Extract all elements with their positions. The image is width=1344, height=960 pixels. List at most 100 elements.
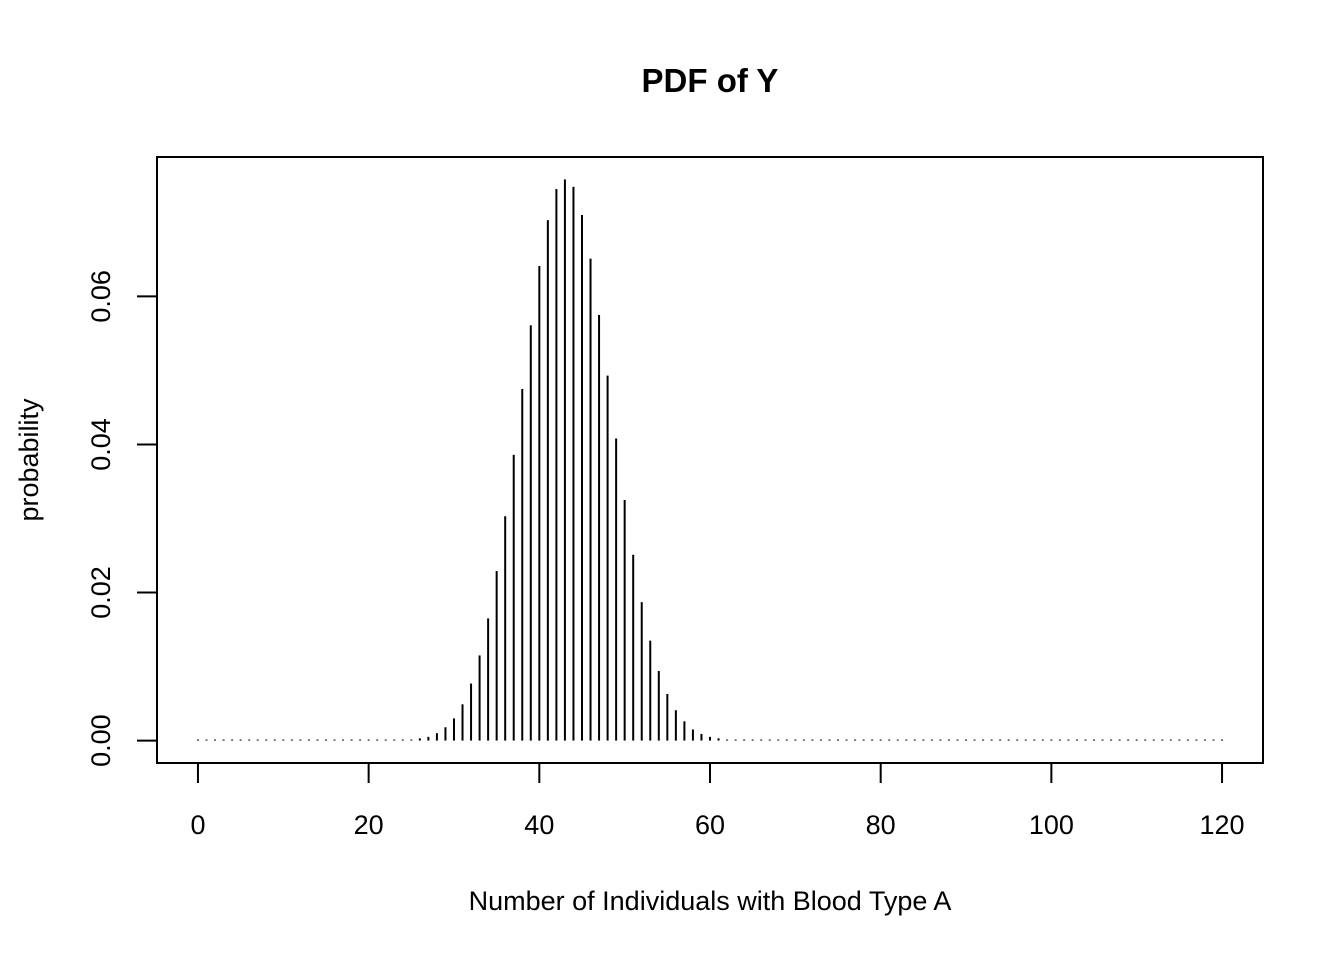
y-tick-label: 0.02 [86, 566, 116, 619]
stem [700, 733, 703, 741]
y-axis-label: probability [14, 398, 44, 522]
stem [1110, 739, 1113, 741]
stem [819, 739, 822, 741]
stem [367, 739, 370, 741]
stem [418, 738, 421, 741]
stem [905, 739, 908, 741]
stem [273, 739, 276, 741]
stem [999, 739, 1002, 741]
stem [290, 739, 293, 741]
x-tick-label: 60 [695, 810, 725, 840]
stem [495, 571, 498, 741]
stem [1024, 739, 1027, 741]
stem [461, 704, 464, 741]
stem [802, 739, 805, 741]
stem [1178, 739, 1181, 741]
stem [785, 739, 788, 741]
stem [555, 189, 558, 741]
stem [1007, 739, 1010, 741]
stem [623, 499, 626, 741]
stem [470, 683, 473, 741]
stem [1058, 739, 1061, 741]
plot-frame [156, 156, 1264, 764]
stem [265, 739, 268, 741]
stem [751, 739, 754, 741]
stem [239, 739, 242, 741]
stem [401, 739, 404, 741]
stem [913, 739, 916, 741]
stem [632, 554, 635, 741]
stem [657, 670, 660, 741]
stem [973, 739, 976, 741]
stem [598, 314, 601, 741]
stem [487, 618, 490, 741]
stem [845, 739, 848, 741]
stem [504, 516, 507, 741]
stem [1067, 739, 1070, 741]
stem [205, 739, 208, 741]
stem [1101, 739, 1104, 741]
x-tick-label: 0 [190, 810, 205, 840]
stem [888, 739, 891, 741]
stem [965, 739, 968, 741]
stem [478, 655, 481, 741]
stem [1161, 739, 1164, 741]
stem [1221, 739, 1224, 741]
stem [1033, 739, 1036, 741]
chart-title: PDF of Y [642, 62, 779, 99]
stem [640, 602, 643, 741]
stem [896, 739, 899, 741]
stem [1041, 739, 1044, 741]
stem [410, 739, 413, 741]
stem [683, 721, 686, 741]
stem [1093, 739, 1096, 741]
stem [350, 739, 353, 741]
stem [726, 739, 729, 741]
stem [922, 739, 925, 741]
stem [299, 739, 302, 741]
stem [538, 266, 541, 741]
stem [854, 739, 857, 741]
stem [376, 739, 379, 741]
stem [384, 739, 387, 741]
x-tick-label: 100 [1029, 810, 1074, 840]
stem [1186, 739, 1189, 741]
stem [1203, 739, 1206, 741]
stem [666, 693, 669, 741]
stem [580, 214, 583, 741]
stem [691, 729, 694, 741]
stem [1127, 739, 1130, 741]
stem [674, 710, 677, 741]
stem [546, 220, 549, 741]
stem [743, 739, 746, 741]
stem [1084, 739, 1087, 741]
stem [521, 388, 524, 741]
stem [512, 454, 515, 741]
x-tick-label: 20 [354, 810, 384, 840]
stem [393, 739, 396, 741]
stem [359, 739, 362, 741]
y-tick-label: 0.04 [86, 418, 116, 471]
stem [734, 739, 737, 741]
stem [777, 739, 780, 741]
stem [709, 736, 711, 741]
stem [1152, 739, 1155, 741]
stem [862, 739, 865, 741]
stem [649, 640, 652, 741]
stem [316, 739, 319, 741]
stem [871, 739, 874, 741]
stem [1212, 739, 1215, 741]
stem [529, 325, 532, 741]
stem [1144, 739, 1147, 741]
stem [811, 739, 814, 741]
stem [572, 186, 575, 741]
stem [615, 438, 618, 741]
stem [435, 733, 438, 741]
stem [196, 739, 199, 741]
stem [589, 258, 592, 741]
stem [982, 739, 985, 741]
stem [1195, 739, 1198, 741]
stem [947, 739, 950, 741]
stem [1016, 739, 1019, 741]
stem [606, 375, 609, 741]
